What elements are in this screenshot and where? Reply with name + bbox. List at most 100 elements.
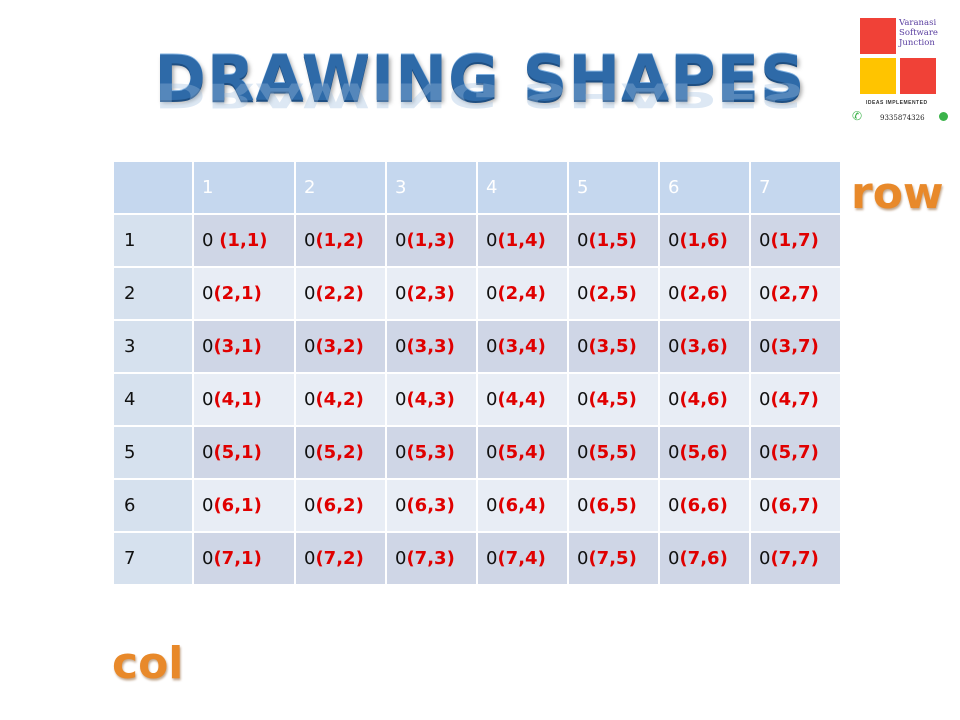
cell-value: 0 — [304, 442, 316, 463]
table-cell: 0(2,5) — [567, 266, 660, 321]
table-cell: 0(1,3) — [385, 213, 478, 268]
table-row: 7 0(7,1) 0(7,2) 0(7,3) 0(7,4) 0(7,5) 0(7,6) 0(7… — [112, 531, 842, 586]
table-row: 5 0(5,1) 0(5,2) 0(5,3) 0(5,4) 0(5,5) 0(5,6) 0(5… — [112, 425, 842, 480]
cell-coordinate: (4,3) — [406, 389, 455, 410]
cell-coordinate: (2,1) — [213, 283, 262, 304]
cell-value: 0 — [395, 495, 407, 516]
table-cell: 0(3,6) — [658, 319, 751, 374]
row-label: row — [851, 168, 944, 219]
table-cell: 0(1,2) — [294, 213, 387, 268]
cell-coordinate: (2,5) — [588, 283, 637, 304]
cell-coordinate: (6,4) — [497, 495, 546, 516]
cell-value: 0 — [395, 283, 407, 304]
cell-coordinate: (4,5) — [588, 389, 637, 410]
cell-coordinate: (5,1) — [213, 442, 262, 463]
logo-phone-number: 9335874326 — [880, 114, 925, 122]
cell-value: 0 — [577, 283, 589, 304]
cell-coordinate: (4,4) — [497, 389, 546, 410]
cell-value: 0 — [304, 389, 316, 410]
cell-value: 0 — [759, 442, 771, 463]
cell-value: 0 — [577, 548, 589, 569]
cell-value: 0 — [577, 442, 589, 463]
table-cell: 0(7,4) — [476, 531, 569, 586]
cell-value: 0 — [304, 548, 316, 569]
table-cell: 0(6,1) — [192, 478, 296, 533]
cell-coordinate: (2,2) — [315, 283, 364, 304]
cell-coordinate: (6,1) — [213, 495, 262, 516]
cell-value: 0 — [668, 442, 680, 463]
table-cell: 0(7,3) — [385, 531, 478, 586]
table-cell: 0(2,6) — [658, 266, 751, 321]
table-cell: 0(7,7) — [749, 531, 842, 586]
cell-coordinate: (7,5) — [588, 548, 637, 569]
table-cell: 0(2,2) — [294, 266, 387, 321]
table-cell: 0(6,5) — [567, 478, 660, 533]
cell-coordinate: (2,3) — [406, 283, 455, 304]
row-header-2: 2 — [112, 266, 194, 321]
table-cell: 0(6,3) — [385, 478, 478, 533]
logo-red-square — [860, 18, 896, 54]
cell-coordinate: (3,7) — [770, 336, 819, 357]
cell-value: 0 — [486, 283, 498, 304]
cell-value: 0 — [486, 230, 498, 251]
table-cell: 0(5,7) — [749, 425, 842, 480]
cell-value: 0 — [577, 336, 589, 357]
cell-coordinate: (2,7) — [770, 283, 819, 304]
cell-value: 0 — [202, 283, 214, 304]
table-cell: 0(3,1) — [192, 319, 296, 374]
cell-value: 0 — [759, 389, 771, 410]
cell-value: 0 — [202, 548, 214, 569]
table-row: 6 0(6,1) 0(6,2) 0(6,3) 0(6,4) 0(6,5) 0(6,6) 0(6… — [112, 478, 842, 533]
slide-title: DRAWING SHAPES — [154, 42, 806, 115]
cell-coordinate: (7,2) — [315, 548, 364, 569]
cell-value: 0 — [395, 442, 407, 463]
cell-coordinate: (1,3) — [406, 230, 455, 251]
column-header-2: 2 — [294, 160, 387, 215]
cell-value: 0 — [395, 548, 407, 569]
cell-value: 0 — [668, 389, 680, 410]
cell-value: 0 — [304, 495, 316, 516]
cell-coordinate: (1,2) — [315, 230, 364, 251]
cell-value: 0 — [759, 548, 771, 569]
table-cell: 0(5,5) — [567, 425, 660, 480]
cell-coordinate: (6,5) — [588, 495, 637, 516]
company-logo: Varanasi Software Junction IDEAS IMPLEME… — [852, 14, 956, 126]
cell-coordinate: (1,6) — [679, 230, 728, 251]
cell-coordinate: (5,5) — [588, 442, 637, 463]
cell-coordinate: (4,1) — [213, 389, 262, 410]
table-cell: 0(5,3) — [385, 425, 478, 480]
cell-value: 0 — [202, 495, 214, 516]
table-cell: 0(4,2) — [294, 372, 387, 427]
cell-value: 0 — [304, 230, 316, 251]
cell-coordinate: (4,6) — [679, 389, 728, 410]
cell-value: 0 — [759, 230, 771, 251]
cell-value: 0 — [577, 495, 589, 516]
cell-value: 0 — [668, 283, 680, 304]
cell-value: 0 — [668, 336, 680, 357]
table-cell: 0(2,3) — [385, 266, 478, 321]
cell-value: 0 — [759, 283, 771, 304]
logo-tagline: IDEAS IMPLEMENTED — [866, 100, 928, 106]
cell-coordinate: (4,7) — [770, 389, 819, 410]
cell-value: 0 — [202, 336, 214, 357]
cell-value: 0 — [202, 442, 214, 463]
cell-coordinate: (4,2) — [315, 389, 364, 410]
table-cell: 0(4,5) — [567, 372, 660, 427]
cell-coordinate: (5,2) — [315, 442, 364, 463]
cell-coordinate: (2,6) — [679, 283, 728, 304]
cell-value: 0 — [486, 548, 498, 569]
col-label: col — [112, 638, 184, 689]
cell-coordinate: (3,6) — [679, 336, 728, 357]
table-cell: 0(6,6) — [658, 478, 751, 533]
column-header-5: 5 — [567, 160, 660, 215]
cell-value: 0 — [395, 230, 407, 251]
row-header-7: 7 — [112, 531, 194, 586]
cell-value: 0 — [304, 283, 316, 304]
table-cell: 0(5,2) — [294, 425, 387, 480]
row-header-6: 6 — [112, 478, 194, 533]
cell-coordinate: (3,2) — [315, 336, 364, 357]
cell-coordinate: (2,4) — [497, 283, 546, 304]
cell-coordinate: (1,1) — [219, 230, 268, 251]
